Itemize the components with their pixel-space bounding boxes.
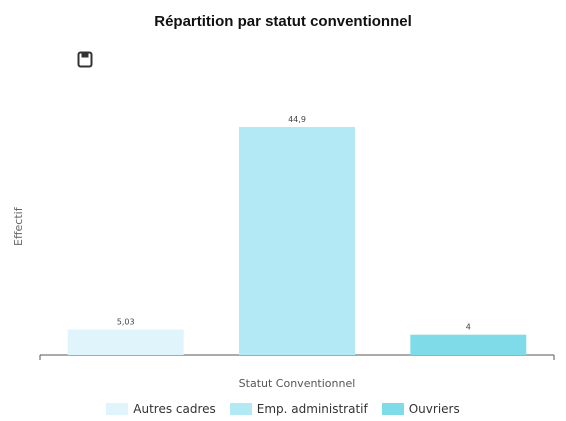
bar-0[interactable] <box>67 329 184 356</box>
legend-label-1: Emp. administratif <box>256 402 368 416</box>
data-label-1: 44,9 <box>288 115 306 124</box>
legend-swatch-2 <box>381 403 404 415</box>
legend-item-2[interactable]: Ouvriers <box>381 402 460 416</box>
legend-label-2: Ouvriers <box>408 402 460 416</box>
save-icon[interactable] <box>77 51 93 68</box>
bar-1[interactable] <box>239 127 355 355</box>
y-axis-label: Effectif <box>12 207 25 246</box>
legend-item-0[interactable]: Autres cadres <box>106 402 216 416</box>
legend-label-0: Autres cadres <box>133 402 216 416</box>
legend: Autres cadres Emp. administratif Ouvriers <box>0 402 566 416</box>
x-axis-label: Statut Conventionnel <box>238 377 356 390</box>
legend-swatch-1 <box>229 403 252 415</box>
chart-title: Répartition par statut conventionnel <box>154 13 412 30</box>
legend-swatch-0 <box>106 403 129 415</box>
legend-item-1[interactable]: Emp. administratif <box>229 402 368 416</box>
data-label-2: 4 <box>466 323 471 332</box>
bar-2[interactable] <box>410 334 527 355</box>
data-label-0: 5,03 <box>117 318 135 327</box>
